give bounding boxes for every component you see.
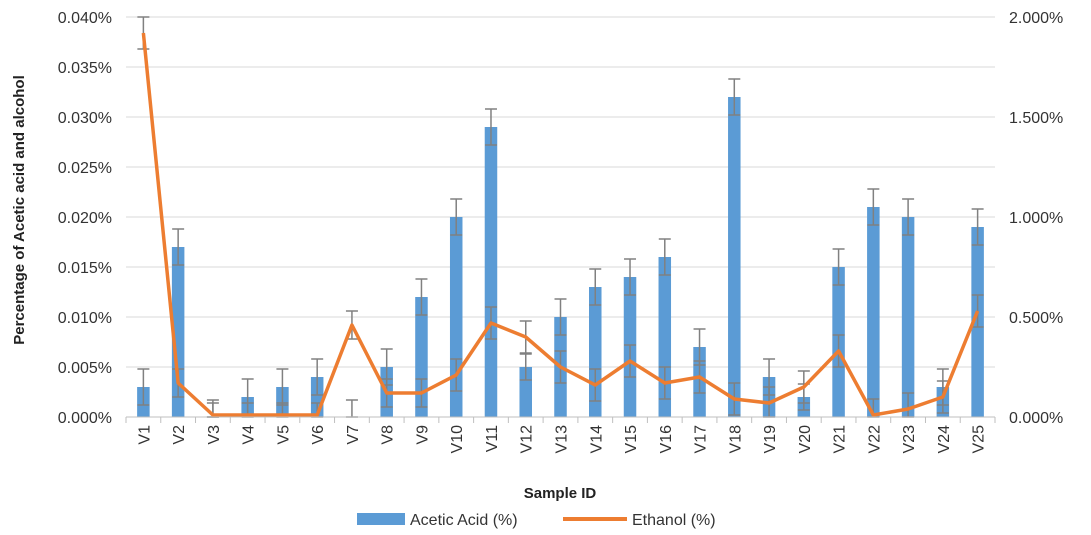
y2-tick-label: 1.500% (1009, 110, 1063, 127)
x-tick-label: V17 (693, 425, 710, 454)
bar-V10 (449, 217, 463, 417)
y-tick-label: 0.030% (58, 110, 112, 127)
bar-V2 (171, 247, 185, 417)
x-tick-label: V22 (866, 425, 883, 454)
y-tick-label: 0.015% (58, 260, 112, 277)
x-tick-label: V19 (762, 425, 779, 454)
legend: Acetic Acid (%) Ethanol (%) (357, 512, 716, 529)
x-tick-label: V14 (588, 425, 605, 454)
bar-V11 (484, 127, 498, 417)
x-tick-label: V18 (727, 425, 744, 454)
y-tick-label: 0.000% (58, 410, 112, 427)
y-tick-label: 0.020% (58, 210, 112, 227)
legend-label-ethanol: Ethanol (%) (632, 512, 716, 529)
x-tick-label: V25 (971, 425, 988, 454)
y2-tick-label: 0.500% (1009, 310, 1063, 327)
bar-V22 (867, 207, 880, 417)
y-tick-label: 0.005% (58, 360, 112, 377)
x-tick-label: V6 (310, 425, 327, 445)
x-tick-label: V16 (658, 425, 675, 454)
x-tick-label: V3 (206, 425, 223, 445)
y2-tick-label: 0.000% (1009, 410, 1063, 427)
bar-V23 (901, 217, 915, 417)
bar-V16 (658, 257, 672, 417)
y-axis-title: Percentage of Acetic acid and alcohol (11, 75, 28, 345)
y-tick-label: 0.025% (58, 160, 112, 177)
y-tick-label: 0.040% (58, 10, 112, 27)
bar-V18 (728, 97, 741, 417)
y2-tick-label: 1.000% (1009, 210, 1063, 227)
x-tick-label: V15 (623, 425, 640, 454)
x-tick-label: V24 (936, 425, 953, 454)
x-tick-label: V1 (136, 425, 153, 445)
x-tick-label: V20 (797, 425, 814, 454)
legend-label-acetic-acid: Acetic Acid (%) (410, 512, 518, 529)
x-tick-label: V23 (901, 425, 918, 454)
x-tick-label: V4 (241, 425, 258, 445)
x-tick-label: V10 (449, 425, 466, 454)
x-tick-label: V7 (345, 425, 362, 445)
x-tick-label: V21 (832, 425, 849, 454)
axes: 0.000% 0.005% 0.010% 0.015% 0.020% 0.025% 0.03… (58, 10, 1064, 453)
bar-V9 (415, 297, 428, 417)
legend-swatch-acetic-acid (357, 513, 405, 525)
x-tick-label: V13 (554, 425, 571, 454)
y2-tick-label: 2.000% (1009, 10, 1063, 27)
x-tick-label: V9 (414, 425, 431, 445)
y-tick-label: 0.010% (58, 310, 112, 327)
x-tick-label: V5 (275, 425, 292, 445)
x-tick-label: V11 (484, 425, 501, 452)
x-axis-title: Sample ID (524, 485, 597, 502)
gridlines (126, 16, 995, 368)
y-tick-label: 0.035% (58, 60, 112, 77)
x-tick-label: V8 (380, 425, 397, 445)
x-tick-label: V2 (171, 425, 188, 445)
x-tick-label: V12 (519, 425, 536, 454)
